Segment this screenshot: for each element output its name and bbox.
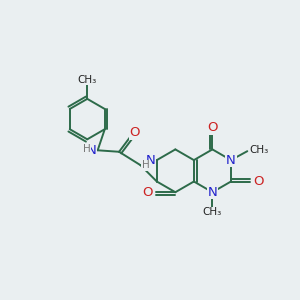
- Text: N: N: [146, 154, 155, 166]
- Text: N: N: [86, 144, 96, 157]
- Text: N: N: [208, 186, 217, 199]
- Text: CH₃: CH₃: [203, 207, 222, 218]
- Text: CH₃: CH₃: [78, 75, 97, 85]
- Text: O: O: [130, 126, 140, 139]
- Text: CH₃: CH₃: [250, 145, 269, 155]
- Text: H: H: [82, 144, 90, 154]
- Text: O: O: [253, 175, 264, 188]
- Text: H: H: [142, 160, 149, 170]
- Text: N: N: [226, 154, 236, 166]
- Text: O: O: [142, 186, 153, 199]
- Text: O: O: [207, 121, 218, 134]
